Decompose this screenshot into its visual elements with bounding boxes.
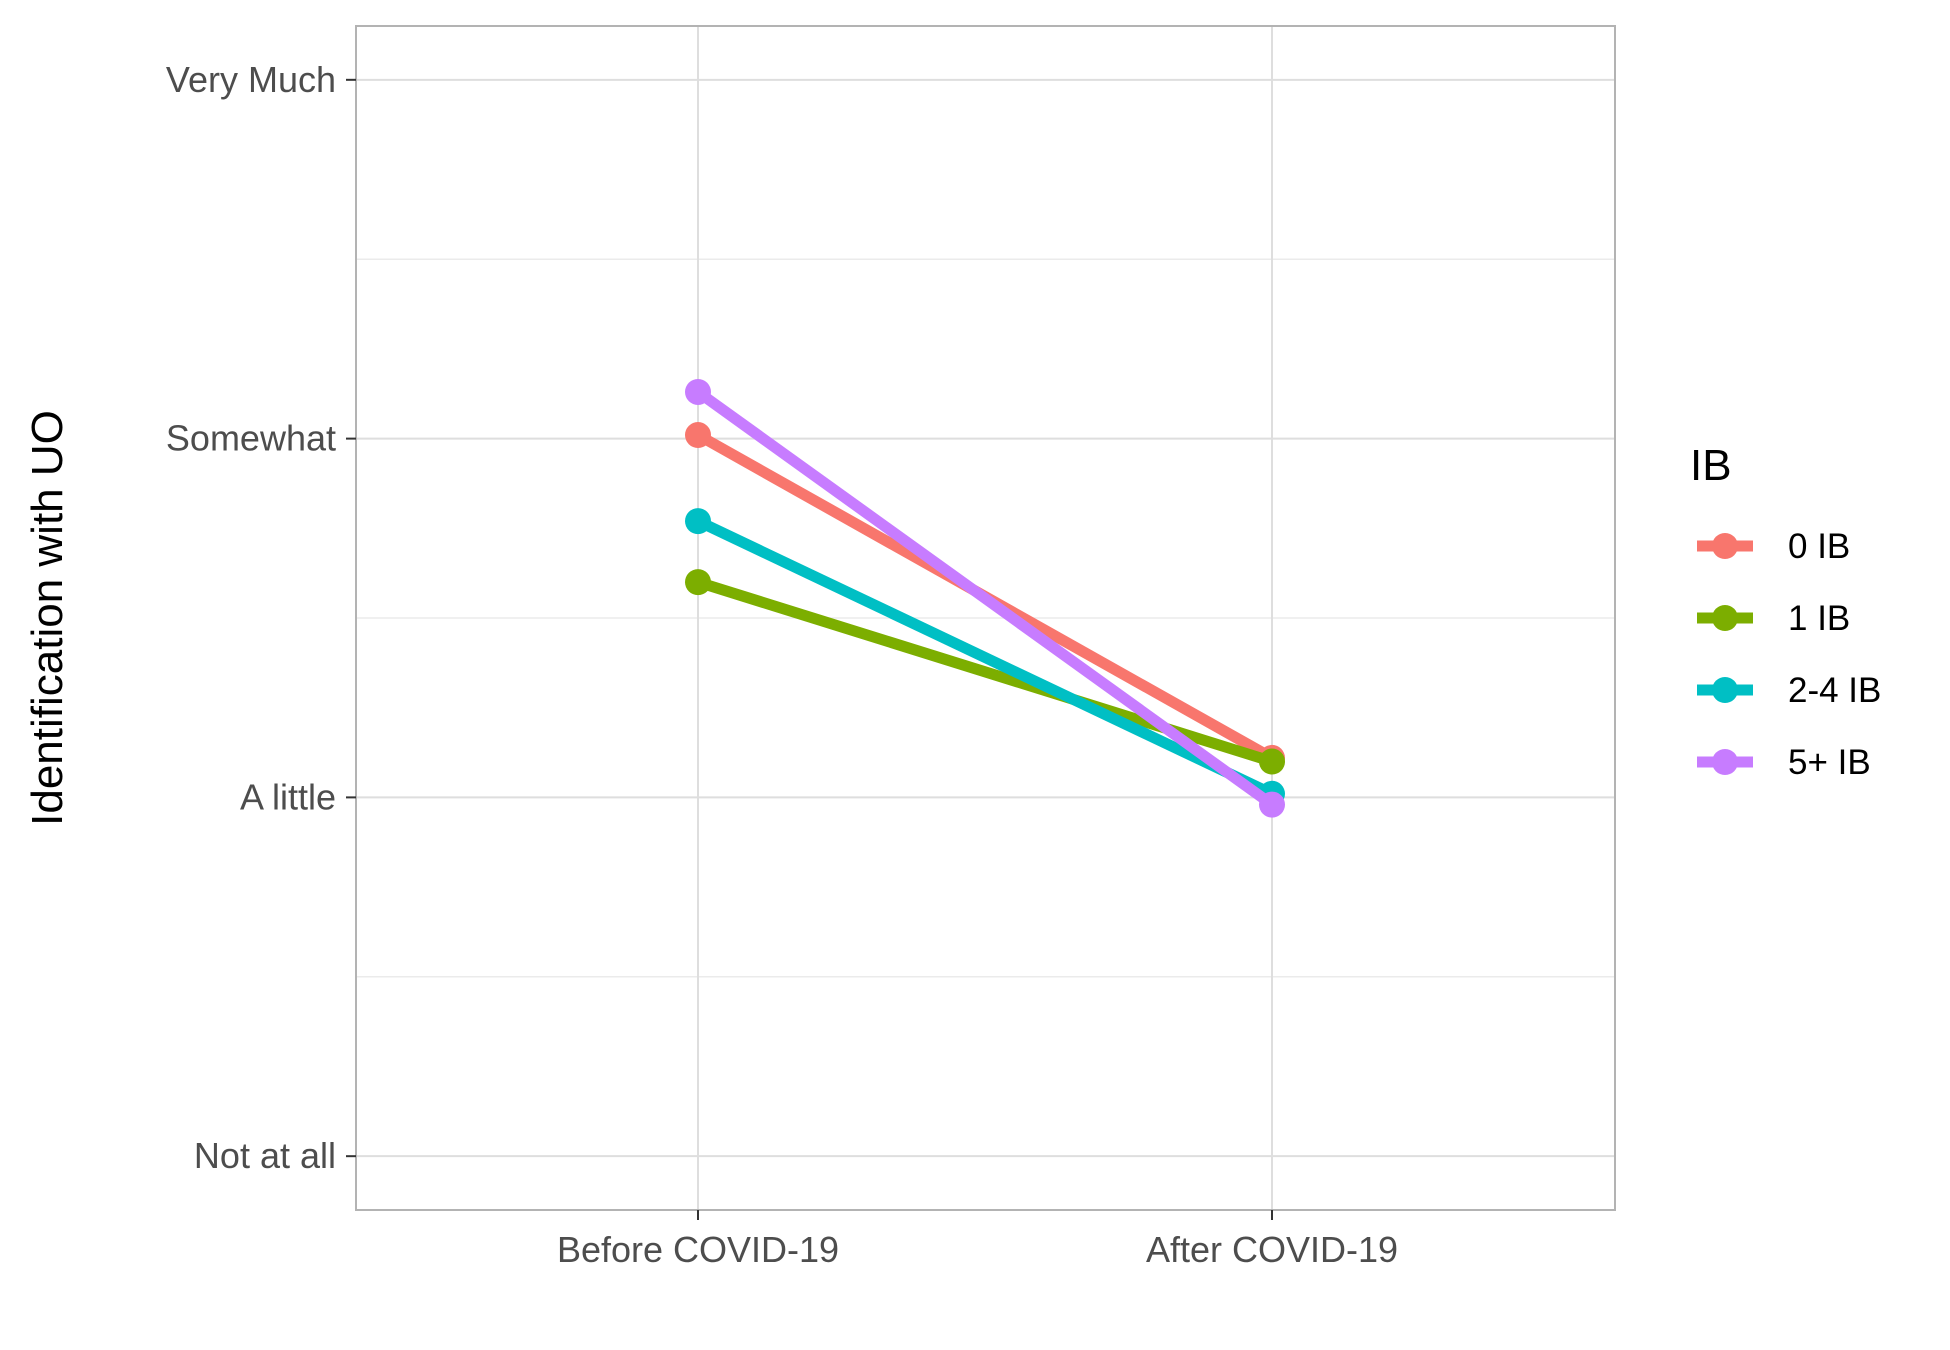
y-tick-label: Not at all bbox=[194, 1135, 336, 1176]
series-line bbox=[695, 516, 1275, 799]
series-4 bbox=[685, 378, 1285, 818]
grid bbox=[356, 26, 1615, 1210]
x-tick-label: Before COVID-19 bbox=[557, 1229, 839, 1270]
data-point bbox=[685, 508, 711, 535]
legend-items: 0 IB 1 IB 2-4 IB 5+ IB bbox=[1697, 527, 1881, 782]
legend: IB 0 IB 1 IB 2-4 IB 5+ IB bbox=[1690, 441, 1881, 782]
legend-item: 2-4 IB bbox=[1697, 671, 1881, 710]
legend-label: 1 IB bbox=[1788, 599, 1850, 638]
y-axis-title: Identification with UO bbox=[23, 410, 72, 826]
y-tick-label: A little bbox=[240, 776, 336, 817]
series-3 bbox=[685, 508, 1285, 807]
data-point bbox=[1259, 791, 1285, 818]
y-tick-label: Somewhat bbox=[166, 418, 336, 459]
legend-item: 0 IB bbox=[1697, 527, 1850, 566]
legend-item: 1 IB bbox=[1697, 599, 1850, 638]
legend-label: 2-4 IB bbox=[1788, 671, 1881, 710]
axes: Not at all A little Somewhat Very Much Befor… bbox=[166, 59, 1398, 1270]
legend-title: IB bbox=[1690, 441, 1732, 490]
legend-label: 5+ IB bbox=[1788, 743, 1871, 782]
y-tick-label: Very Much bbox=[166, 59, 336, 100]
legend-key-point bbox=[1712, 677, 1738, 703]
legend-key-point bbox=[1712, 533, 1738, 559]
legend-item: 5+ IB bbox=[1697, 743, 1871, 782]
series-line bbox=[694, 387, 1276, 810]
legend-key-point bbox=[1712, 605, 1738, 631]
legend-label: 0 IB bbox=[1788, 527, 1850, 566]
data-point bbox=[685, 422, 711, 449]
data-point bbox=[685, 378, 711, 405]
x-tick-label: After COVID-19 bbox=[1146, 1229, 1398, 1270]
legend-key-point bbox=[1712, 749, 1738, 775]
data-point bbox=[685, 569, 711, 596]
series bbox=[685, 378, 1285, 818]
panel-border bbox=[355, 25, 1616, 1211]
data-point bbox=[1259, 748, 1285, 775]
